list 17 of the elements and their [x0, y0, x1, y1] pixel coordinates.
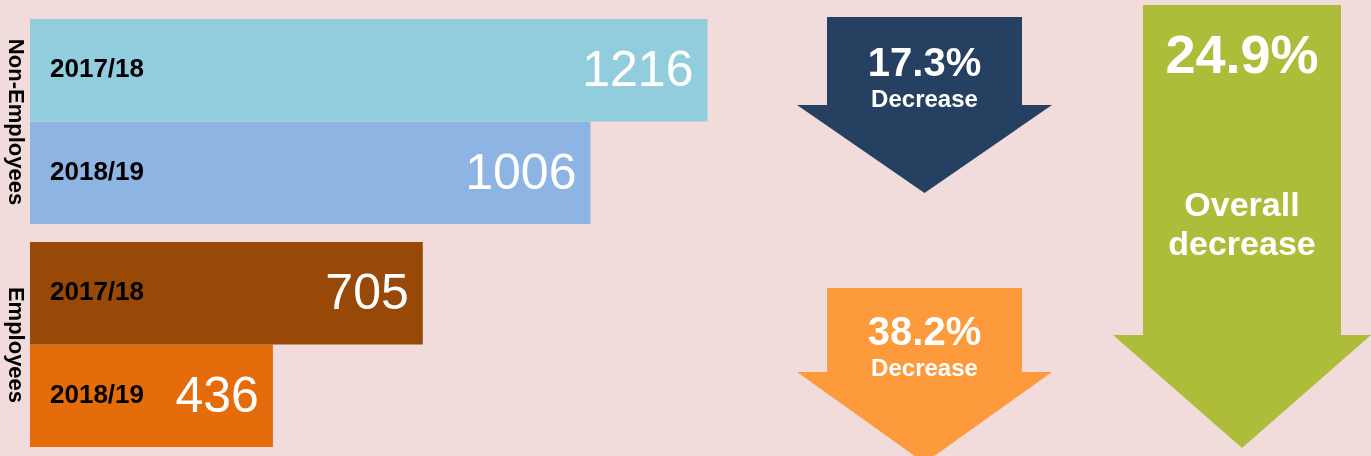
- y-tick-label: Employees: [3, 286, 30, 403]
- text: 2017/18: [50, 276, 144, 307]
- bar: [30, 121, 591, 225]
- series-label: 2017/18: [50, 53, 144, 84]
- text: 24.9% Overall decrease: [1165, 24, 1319, 263]
- y-tick-label: Non-Employees: [3, 38, 30, 205]
- data-label: 436: [175, 366, 259, 423]
- bar: [30, 344, 273, 448]
- text: 38.2% Decrease: [866, 308, 983, 382]
- text: 2018/19: [50, 378, 144, 409]
- data-label: 1006: [465, 143, 577, 200]
- text: 17.3% Decrease: [866, 39, 983, 113]
- series-label: 2018/19: [50, 155, 144, 186]
- bar: [30, 241, 423, 345]
- data-label: 1216: [582, 40, 694, 97]
- bar: [30, 18, 708, 122]
- data-label: 705: [325, 263, 409, 320]
